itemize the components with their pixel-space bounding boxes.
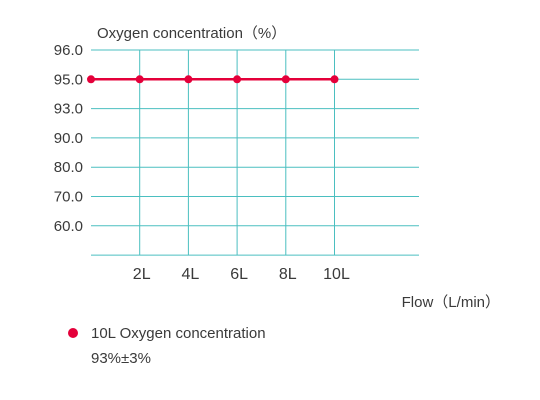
y-tick-label: 90.0 [54, 130, 83, 147]
x-tick-label: 4L [182, 266, 200, 283]
legend-marker-icon [68, 328, 78, 338]
y-axis-ticks: 96.0 95.0 93.0 90.0 80.0 70.0 60.0 [54, 42, 83, 235]
data-point [184, 75, 193, 84]
x-axis-ticks: 2L 4L 6L 8L 10L [133, 266, 350, 283]
data-point [233, 75, 242, 84]
data-point [135, 75, 144, 84]
data-point [330, 75, 339, 84]
y-tick-label: 80.0 [54, 159, 83, 176]
legend: 10L Oxygen concentration 93%±3% [68, 322, 266, 367]
series-oxygen [87, 75, 339, 84]
x-tick-label: 10L [323, 266, 350, 283]
x-axis-label: Flow（L/min） [401, 294, 500, 311]
y-tick-label: 95.0 [54, 71, 83, 88]
y-tick-label: 60.0 [54, 218, 83, 235]
y-tick-label: 93.0 [54, 101, 83, 118]
x-tick-label: 6L [230, 266, 248, 283]
y-tick-label: 96.0 [54, 42, 83, 59]
x-tick-label: 8L [279, 266, 297, 283]
legend-item: 10L Oxygen concentration [68, 322, 266, 344]
y-tick-label: 70.0 [54, 189, 83, 206]
x-tick-label: 2L [133, 266, 151, 283]
data-point [87, 75, 95, 84]
legend-note: 93%±3% [91, 350, 151, 367]
legend-label: 10L Oxygen concentration [91, 324, 266, 342]
data-point [281, 75, 290, 84]
chart-title: Oxygen concentration（%） [97, 25, 287, 42]
